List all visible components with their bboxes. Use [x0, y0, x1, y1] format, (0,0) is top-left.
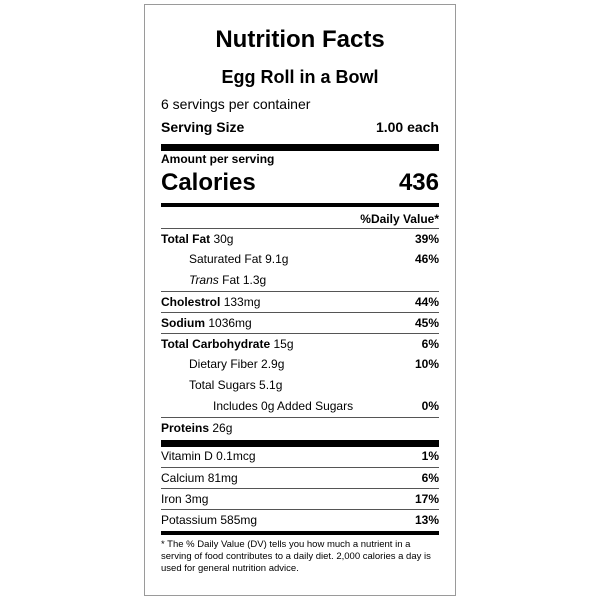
amount-per-serving: Amount per serving	[161, 152, 275, 166]
nutrient-name: Cholestrol	[161, 294, 221, 309]
nutrient-dv: 10%	[414, 357, 439, 371]
nutrient-row-cholestrol: Cholestrol 133mg 44%	[161, 291, 439, 311]
product-name: Egg Roll in a Bowl	[221, 67, 379, 87]
serving-size-value: 1.00 each	[375, 119, 439, 135]
nutrient-amount: 26g	[212, 420, 233, 435]
nutrient-amount: 15g	[273, 336, 294, 351]
nutrient-row-added-sugars: Includes 0g Added Sugars 0%	[161, 396, 439, 416]
nutrient-amount: 30g	[213, 231, 234, 246]
nutrient-name: Total Fat	[161, 231, 211, 246]
nutrient-amount: 2.9g	[261, 357, 285, 371]
nutrient-row-dietary-fiber: Dietary Fiber 2.9g 10%	[161, 354, 439, 374]
micronutrient-dv: 13%	[414, 512, 439, 527]
calories-value: 436	[398, 169, 439, 196]
footnote: * The % Daily Value (DV) tells you how m…	[161, 539, 431, 574]
calories-label: Calories	[161, 169, 256, 196]
nutrient-name: Saturated Fat	[189, 252, 262, 266]
nutrient-row-total-fat: Total Fat 30g 39%	[161, 228, 439, 248]
nutrient-name: Dietary Fiber	[189, 357, 258, 371]
servings-per-container: 6 servings per container	[161, 96, 311, 112]
nutrient-name: Total Carbohydrate	[161, 336, 271, 351]
nutrient-row-saturated-fat: Saturated Fat 9.1g 46%	[161, 249, 439, 269]
micronutrient-amount: 585mg	[220, 512, 258, 527]
micronutrient-amount: 81mg	[207, 470, 238, 485]
nutrient-amount: 1036mg	[208, 315, 252, 330]
nutrient-dv: 39%	[414, 231, 439, 246]
micronutrient-amount: 3mg	[185, 491, 209, 506]
nutrient-dv: 46%	[414, 252, 439, 266]
nutrient-amount: Fat 1.3g	[222, 273, 267, 287]
micronutrient-row-potassium: Potassium 585mg 13%	[161, 509, 439, 529]
medium-divider-footnote	[161, 531, 439, 535]
medium-divider	[161, 203, 439, 207]
serving-size-label: Serving Size	[161, 119, 245, 135]
nutrient-amount: 9.1g	[265, 252, 289, 266]
nutrient-row-trans-fat: Trans Fat 1.3g	[161, 270, 439, 290]
nutrient-name: Proteins	[161, 420, 210, 435]
label-content: Nutrition Facts Egg Roll in a Bowl 6 ser…	[161, 5, 439, 595]
nutrient-dv: 0%	[421, 399, 439, 413]
label-title: Nutrition Facts	[215, 26, 385, 53]
micronutrient-name: Iron	[161, 491, 182, 506]
nutrient-row-total-carbohydrate: Total Carbohydrate 15g 6%	[161, 333, 439, 353]
micronutrient-dv: 17%	[414, 491, 439, 506]
nutrient-row-total-sugars: Total Sugars 5.1g	[161, 375, 439, 395]
daily-value-header: %Daily Value*	[360, 212, 439, 226]
thick-divider-vitamins	[161, 440, 439, 447]
nutrient-row-proteins: Proteins 26g	[161, 417, 439, 437]
micronutrient-name: Calcium	[161, 470, 205, 485]
nutrient-dv: 44%	[414, 294, 439, 309]
thick-divider	[161, 144, 439, 151]
micronutrient-row-vitamin-d: Vitamin D 0.1mcg 1%	[161, 446, 439, 466]
micronutrient-dv: 6%	[421, 470, 439, 485]
nutrient-dv: 6%	[421, 336, 439, 351]
nutrition-facts-label: Nutrition Facts Egg Roll in a Bowl 6 ser…	[144, 4, 456, 596]
nutrient-dv: 45%	[414, 315, 439, 330]
nutrient-row-sodium: Sodium 1036mg 45%	[161, 312, 439, 332]
calories-row: Calories 436	[161, 167, 439, 199]
nutrient-amount: 133mg	[223, 294, 261, 309]
micronutrient-name: Vitamin D	[161, 449, 213, 463]
nutrient-name: Sodium	[161, 315, 205, 330]
micronutrient-row-iron: Iron 3mg 17%	[161, 488, 439, 508]
nutrient-name: Total Sugars	[189, 378, 256, 392]
micronutrient-dv: 1%	[421, 449, 439, 463]
nutrient-name: Includes 0g Added Sugars	[213, 399, 354, 413]
micronutrient-row-calcium: Calcium 81mg 6%	[161, 467, 439, 487]
serving-size-row: Serving Size 1.00 each	[161, 117, 439, 137]
micronutrient-name: Potassium	[161, 512, 218, 527]
nutrient-amount: 5.1g	[259, 378, 283, 392]
micronutrient-amount: 0.1mcg	[216, 449, 256, 463]
nutrient-name: Trans	[189, 273, 219, 287]
